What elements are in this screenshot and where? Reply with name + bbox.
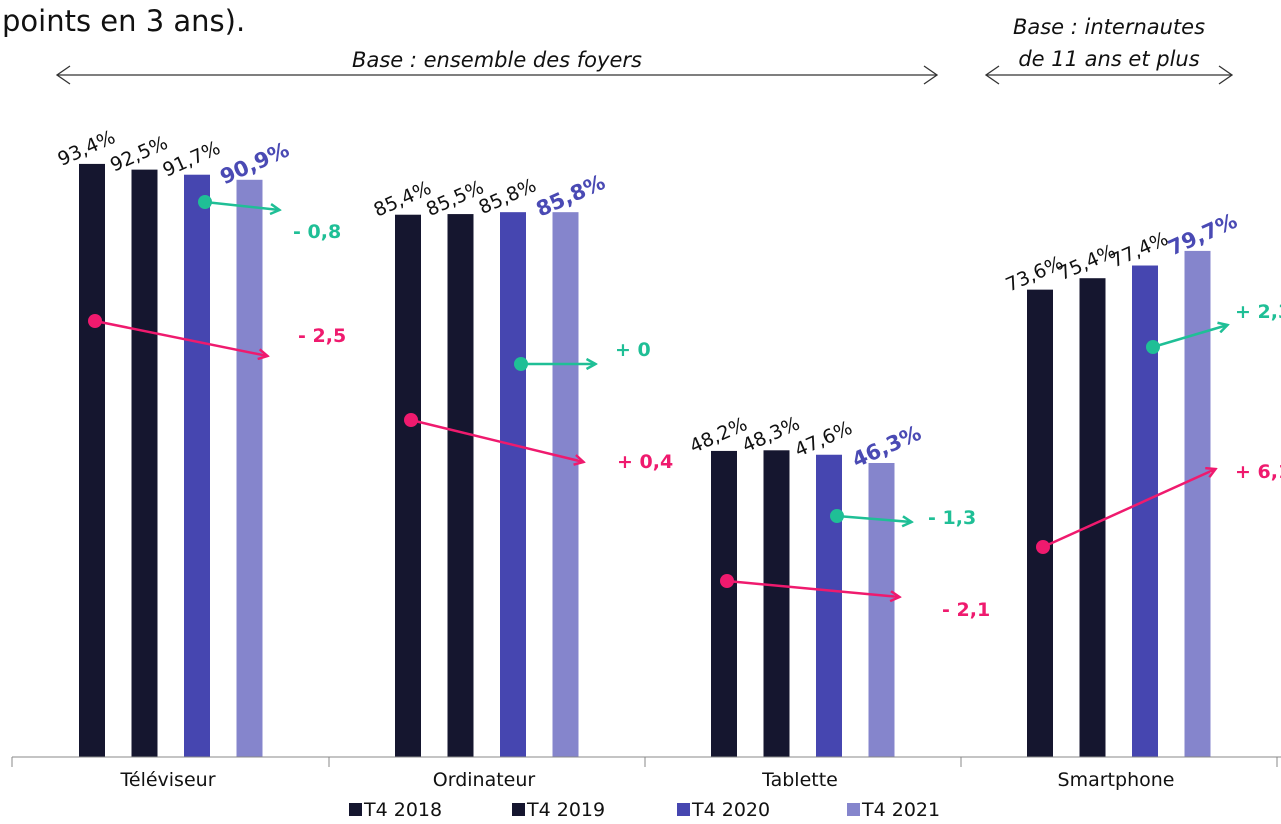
three-year-change-label-tablette: - 2,1 (942, 599, 990, 621)
bar-smartphone-t4-2019 (1079, 278, 1106, 757)
three-year-change-dot-televiseur (88, 314, 102, 328)
one-year-change-arrow-tablette (836, 514, 912, 522)
three-year-change-arrow-televiseur (94, 319, 268, 356)
legend-item-t4-2019: T4 2019 (512, 799, 605, 821)
bar-televiseur-t4-2018 (79, 163, 105, 757)
base-foyers-label: Base : ensemble des foyers (352, 48, 642, 72)
three-year-change-arrow-smartphone (1042, 469, 1216, 549)
one-year-change-dot-televiseur (198, 195, 212, 209)
one-year-change-label-smartphone: + 2,3 (1235, 301, 1281, 323)
x-tick-label-tablette: Tablette (761, 769, 838, 791)
bar-ordinateur-t4-2020 (500, 212, 526, 758)
one-year-change-dot-smartphone (1146, 340, 1160, 354)
legend-label-t4-2018: T4 2018 (363, 799, 442, 821)
three-year-change-label-smartphone: + 6,1 (1235, 461, 1281, 483)
legend-item-t4-2021: T4 2021 (847, 799, 940, 821)
base-internautes-line2: de 11 ans et plus (1018, 47, 1199, 71)
bar-tablette-t4-2019 (763, 450, 790, 757)
bar-televiseur-t4-2020 (184, 174, 210, 757)
bar-ordinateur-t4-2019 (447, 214, 474, 757)
legend-item-t4-2018: T4 2018 (349, 799, 442, 821)
bar-ordinateur-t4-2018 (395, 214, 421, 757)
three-year-change-arrow-ordinateur (410, 418, 584, 462)
bar-televiseur-t4-2021 (236, 179, 263, 757)
three-year-change-label-ordinateur: + 0,4 (617, 451, 673, 473)
legend-swatch-t4-2021 (847, 803, 860, 816)
legend-item-t4-2020: T4 2020 (677, 799, 770, 821)
legend-label-t4-2020: T4 2020 (691, 799, 770, 821)
base-internautes-line1: Base : internautes (1013, 15, 1205, 39)
bar-smartphone-t4-2021 (1184, 250, 1211, 757)
one-year-change-dot-tablette (830, 509, 844, 523)
three-year-change-dot-ordinateur (404, 413, 418, 427)
three-year-change-arrow-tablette (726, 579, 900, 597)
legend-swatch-t4-2018 (349, 803, 362, 816)
x-tick-label-ordinateur: Ordinateur (433, 769, 536, 791)
x-tick-label-televiseur: Téléviseur (120, 769, 216, 791)
legend-label-t4-2021: T4 2021 (861, 799, 940, 821)
bar-tablette-t4-2020 (816, 454, 842, 757)
one-year-change-dot-ordinateur (514, 357, 528, 371)
intro-text: points en 3 ans). (2, 4, 246, 38)
bar-smartphone-t4-2020 (1132, 265, 1158, 757)
bar-ordinateur-t4-2021 (552, 212, 579, 758)
legend-swatch-t4-2020 (677, 803, 690, 816)
three-year-change-dot-tablette (720, 574, 734, 588)
x-tick-label-smartphone: Smartphone (1058, 769, 1175, 791)
bar-tablette-t4-2021 (868, 462, 895, 757)
one-year-change-label-ordinateur: + 0 (615, 339, 651, 361)
base-foyers-arrow (55, 65, 939, 85)
base-internautes-arrow (984, 65, 1234, 85)
three-year-change-label-televiseur: - 2,5 (298, 325, 346, 347)
one-year-change-label-tablette: - 1,3 (928, 507, 976, 529)
one-year-change-label-televiseur: - 0,8 (293, 221, 341, 243)
one-year-change-arrow-smartphone (1152, 325, 1228, 349)
one-year-change-arrow-televiseur (204, 200, 280, 210)
bar-tablette-t4-2018 (711, 450, 737, 757)
legend-label-t4-2019: T4 2019 (526, 799, 605, 821)
bar-smartphone-t4-2018 (1027, 289, 1053, 757)
bar-televiseur-t4-2019 (131, 169, 158, 757)
legend-swatch-t4-2019 (512, 803, 525, 816)
three-year-change-dot-smartphone (1036, 540, 1050, 554)
